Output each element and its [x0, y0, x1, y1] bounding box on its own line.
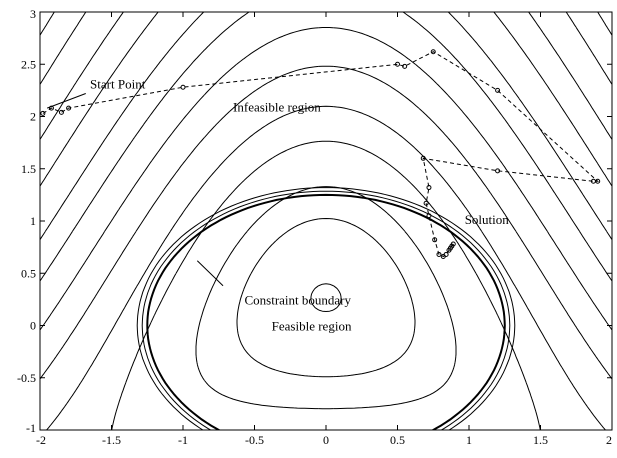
trajectory-point-11	[495, 168, 501, 174]
trajectory-point-10	[590, 178, 596, 184]
contour-line-15	[40, 12, 612, 36]
trajectory-point-12	[420, 155, 426, 161]
x-tick-label: -1.5	[102, 433, 121, 447]
y-tick-label: 1.5	[21, 162, 36, 176]
annotation-feasible-region: Feasible region	[272, 319, 352, 334]
trajectory-point-23	[450, 241, 456, 247]
annotation-pointer-0	[46, 93, 86, 109]
y-tick-label: 1	[30, 214, 36, 228]
axis-ticks: -2 -1.5 -1 -0.5 0 0.5 1 1.5 2 -1 -0.5 0 0.5 1 1.5 2 2.5 3	[17, 7, 613, 447]
x-tick-label: 0.5	[390, 433, 405, 447]
y-tick-label: -0.5	[17, 371, 36, 385]
contour-line-12	[40, 12, 612, 187]
constraint-boundary-curve	[136, 187, 516, 430]
x-tick-label: 1.5	[533, 433, 548, 447]
contour-line-10	[40, 12, 612, 282]
trajectory-point-14	[423, 200, 429, 206]
trajectory-point-4	[180, 84, 186, 90]
contour-line-13	[40, 12, 612, 140]
optimization-trajectory	[40, 49, 601, 260]
annotation-infeasible-region: Infeasible region	[233, 99, 321, 114]
annotation-start-point: Start Point	[90, 76, 146, 91]
trajectory-point-7	[430, 49, 436, 55]
x-tick-label: 2	[606, 433, 612, 447]
trajectory-point-16	[432, 237, 438, 243]
x-tick-label: 0	[323, 433, 329, 447]
x-tick-label: 1	[466, 433, 472, 447]
constraint-boundary-ring-0	[146, 193, 506, 430]
annotation-pointer-1	[196, 260, 224, 287]
annotations: Start Point Infeasible region Solution Cons…	[46, 76, 510, 334]
y-tick-label: -1	[26, 421, 36, 435]
y-tick-label: 0.5	[21, 266, 36, 280]
trajectory-point-19	[443, 251, 449, 257]
trajectory-point-8	[495, 87, 501, 93]
contour-line-9	[40, 27, 612, 331]
x-tick-label: -2	[36, 433, 46, 447]
y-tick-label: 0	[30, 319, 36, 333]
annotation-constraint-boundary: Constraint boundary	[244, 293, 351, 308]
y-tick-label: 2	[30, 110, 36, 124]
trajectory-point-6	[402, 63, 408, 69]
trajectory-point-3	[66, 105, 72, 111]
y-tick-label: 2.5	[21, 57, 36, 71]
trajectory-point-13	[426, 185, 432, 191]
y-tick-label: 3	[30, 7, 36, 21]
contour-line-14	[40, 12, 612, 85]
contour-line-4	[236, 218, 416, 378]
trajectory-line	[42, 51, 599, 258]
constraint-boundary-ring-1	[141, 190, 511, 430]
x-tick-label: -1	[178, 433, 188, 447]
trajectory-point-2	[58, 109, 64, 115]
trajectory-point-5	[395, 61, 400, 67]
contour-lines	[40, 12, 612, 430]
contour-line-3	[310, 283, 342, 312]
x-tick-label: -0.5	[245, 433, 264, 447]
trajectory-point-15	[426, 213, 432, 219]
trajectory-point-17	[436, 251, 442, 257]
trajectory-point-0	[40, 110, 46, 116]
annotation-solution: Solution	[465, 212, 510, 227]
plot-background	[40, 12, 612, 430]
constraint-boundary-ring-2	[136, 187, 516, 430]
